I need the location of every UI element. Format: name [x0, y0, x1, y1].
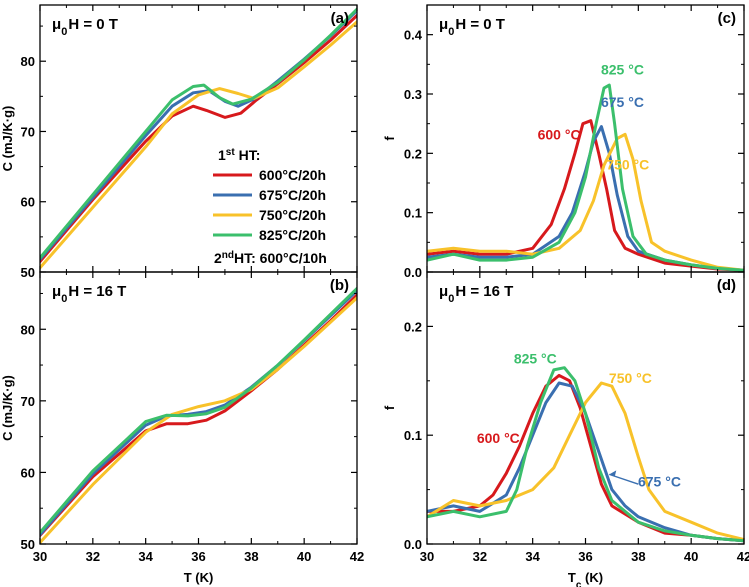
- series-line-600C: [40, 14, 357, 263]
- x-tick-label: 30: [33, 549, 47, 564]
- x-tick-label: 40: [684, 549, 698, 564]
- y-tick-label: 0.4: [404, 28, 423, 43]
- panel-tag: (d): [717, 277, 736, 294]
- y-tick-label: 70: [21, 124, 35, 139]
- x-tick-label: 40: [297, 549, 311, 564]
- y-tick-label: 80: [21, 54, 35, 69]
- annotation-675: 675 °C: [601, 94, 644, 110]
- y-axis-label: C (mJ/K·g): [0, 106, 15, 172]
- legend-label-750: 750°C/20h: [259, 207, 326, 223]
- y-tick-label: 50: [21, 537, 35, 552]
- annotation-600: 600 °C: [538, 127, 581, 143]
- y-tick-label: 70: [21, 394, 35, 409]
- x-tick-label: 32: [86, 549, 100, 564]
- y-tick-label: 0.1: [404, 428, 422, 443]
- legend-title: 1st HT:: [218, 147, 260, 164]
- y-tick-label: 80: [21, 322, 35, 337]
- series-line-675C: [40, 289, 357, 537]
- series-line-675C: [427, 381, 744, 543]
- axes-frame: [426, 271, 745, 545]
- x-tick-label: 36: [578, 549, 592, 564]
- x-tick-label: 42: [737, 549, 749, 564]
- series-line-675C: [427, 125, 744, 272]
- panel-tag: (b): [330, 277, 349, 294]
- annotation-750: 750 °C: [606, 156, 649, 172]
- legend-label-600: 600°C/20h: [259, 167, 326, 183]
- x-tick-label: 38: [631, 549, 645, 564]
- annotation-arrowhead: [609, 470, 617, 477]
- series-group-b: [40, 287, 357, 544]
- y-tick-label: 60: [21, 195, 35, 210]
- x-tick-label: 30: [420, 549, 434, 564]
- legend-label-825: 825°C/20h: [259, 227, 326, 243]
- series-line-825C: [40, 287, 357, 534]
- annotation-825: 825 °C: [601, 61, 644, 77]
- y-tick-label: 0.0: [404, 265, 422, 280]
- annotation-675: 675 °C: [638, 473, 681, 489]
- series-line-600C: [427, 119, 744, 272]
- series-line-750C: [40, 20, 357, 270]
- y-tick-label: 0.2: [404, 319, 422, 334]
- legend-label-675: 675°C/20h: [259, 187, 326, 203]
- series-line-600C: [427, 373, 744, 543]
- field-label: μ0H = 0 T: [52, 16, 118, 38]
- y-tick-label: 0.1: [404, 206, 422, 221]
- x-axis-label: Tc (K): [568, 570, 603, 587]
- y-axis-label: f: [382, 136, 397, 141]
- panel-d: 30 32 34 36 38 40 42 0.0 0.1 0.2 f Tc (K) μ0H = 16 T…: [382, 271, 749, 587]
- x-axis-label-sub: c: [576, 580, 582, 587]
- y-tick-label: 0.2: [404, 146, 422, 161]
- series-group-a: [40, 7, 357, 270]
- x-tick-label: 38: [244, 549, 258, 564]
- y-tick-label: 50: [21, 265, 35, 280]
- panel-b: 30 32 34 36 38 40 42 50 60 70 80 C (mJ/K·g) T (K) μ0H…: [0, 271, 364, 585]
- x-tick-label: 34: [525, 549, 540, 564]
- series-line-825C: [427, 83, 744, 272]
- series-line-825C: [40, 7, 357, 260]
- legend-footer: 2ndHT: 600°C/10h: [214, 250, 327, 267]
- annotation-600: 600 °C: [477, 430, 520, 446]
- x-tick-label: 32: [473, 549, 487, 564]
- series-line-825C: [427, 366, 744, 543]
- panel-tag: (a): [331, 10, 349, 27]
- y-tick-label: 0.3: [404, 87, 422, 102]
- x-tick-label: 42: [350, 549, 364, 564]
- y-axis-label: f: [382, 405, 397, 410]
- series-group-d: [427, 366, 744, 543]
- annotation-750: 750 °C: [609, 370, 652, 386]
- panel-tag: (c): [718, 10, 736, 27]
- field-label: μ0H = 16 T: [52, 283, 126, 305]
- x-axis-label: T (K): [184, 570, 214, 585]
- series-line-750C: [40, 296, 357, 544]
- annotation-825: 825 °C: [514, 350, 557, 366]
- series-group-c: [427, 83, 744, 272]
- y-tick-label: 0.0: [404, 537, 422, 552]
- legend: 1st HT: 600°C/20h 675°C/20h 750°C/20h 825°C/…: [213, 147, 327, 267]
- axes-frame: [426, 4, 745, 273]
- panel-c: 0.0 0.1 0.2 0.3 0.4 f μ0H = 0 T (c) 600 °C 675 °C…: [382, 4, 745, 280]
- x-tick-label: 34: [138, 549, 153, 564]
- y-tick-label: 60: [21, 465, 35, 480]
- field-label: μ0H = 0 T: [439, 16, 505, 38]
- series-line-750C: [427, 381, 744, 542]
- field-label: μ0H = 16 T: [439, 283, 513, 305]
- x-axis-label-unit: (K): [581, 570, 603, 585]
- x-tick-label: 36: [191, 549, 205, 564]
- series-line-750C: [427, 132, 744, 272]
- y-axis-label: C (mJ/K·g): [0, 375, 15, 441]
